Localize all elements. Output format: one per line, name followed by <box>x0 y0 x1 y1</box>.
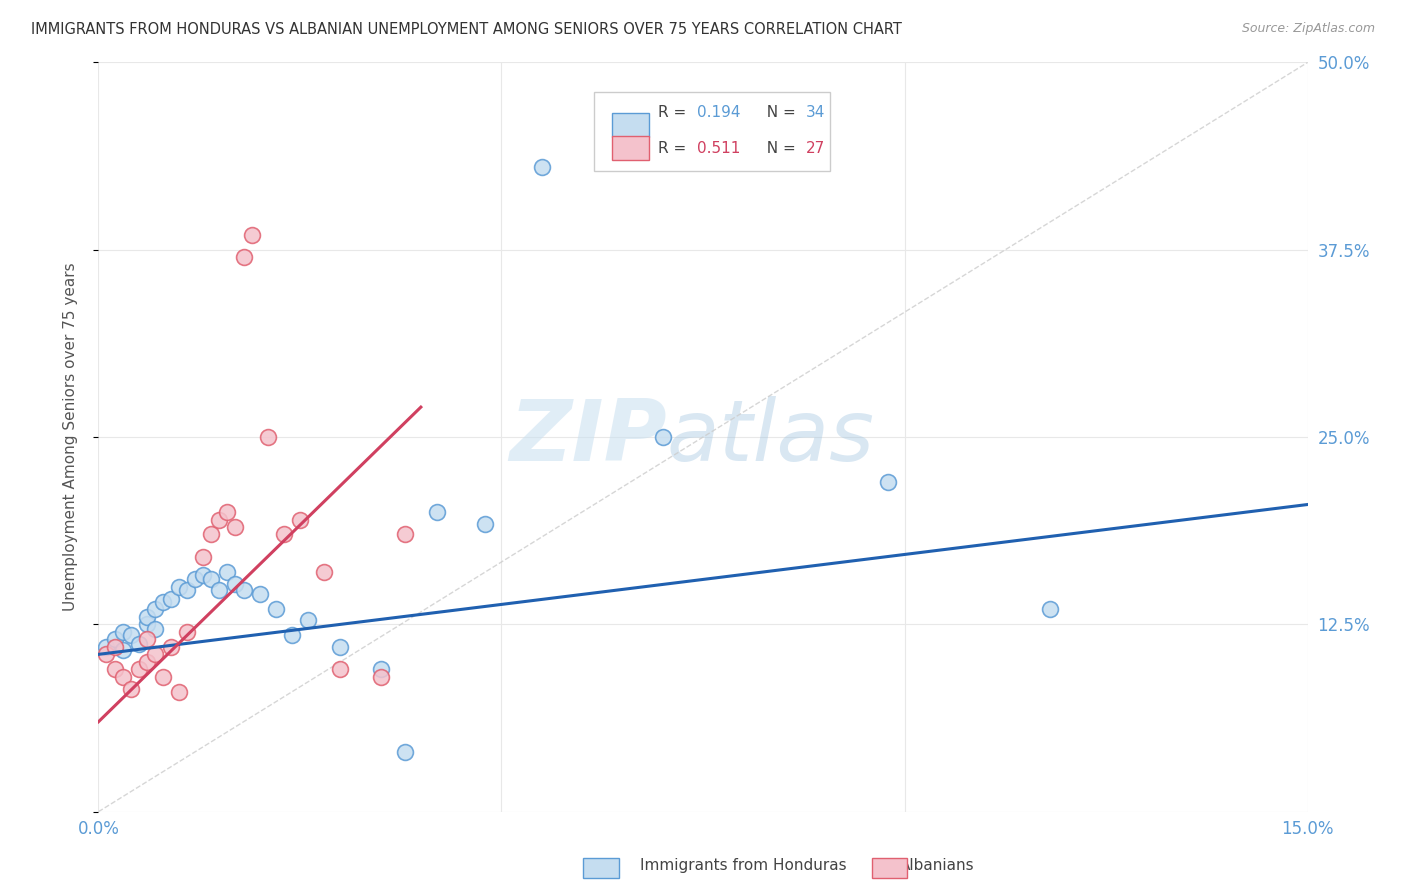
Point <box>167 580 190 594</box>
Point <box>143 602 166 616</box>
Point <box>200 527 222 541</box>
Point <box>135 610 157 624</box>
Point <box>370 670 392 684</box>
Point <box>111 643 134 657</box>
Text: 0.194: 0.194 <box>697 105 741 120</box>
Point <box>530 161 553 175</box>
Text: atlas: atlas <box>666 395 875 479</box>
Point <box>143 622 166 636</box>
Point <box>120 681 142 696</box>
FancyBboxPatch shape <box>613 136 648 160</box>
Point <box>128 662 150 676</box>
Point <box>167 685 190 699</box>
Point <box>111 670 134 684</box>
Point <box>152 670 174 684</box>
Point <box>877 475 900 489</box>
Point <box>193 549 215 564</box>
FancyBboxPatch shape <box>613 113 648 137</box>
Point <box>240 227 263 242</box>
Point <box>200 573 222 587</box>
FancyBboxPatch shape <box>595 93 830 171</box>
Point <box>176 582 198 597</box>
Point <box>128 637 150 651</box>
Point <box>297 613 319 627</box>
Point <box>264 602 287 616</box>
Text: IMMIGRANTS FROM HONDURAS VS ALBANIAN UNEMPLOYMENT AMONG SENIORS OVER 75 YEARS CO: IMMIGRANTS FROM HONDURAS VS ALBANIAN UNE… <box>31 22 901 37</box>
Point <box>1039 602 1062 616</box>
Point <box>135 632 157 647</box>
Text: N =: N = <box>758 141 801 156</box>
Text: 0.511: 0.511 <box>697 141 741 156</box>
Text: R =: R = <box>658 141 692 156</box>
Point <box>273 527 295 541</box>
Point <box>329 640 352 654</box>
Y-axis label: Unemployment Among Seniors over 75 years: Unemployment Among Seniors over 75 years <box>63 263 77 611</box>
Point <box>256 430 278 444</box>
Text: Source: ZipAtlas.com: Source: ZipAtlas.com <box>1241 22 1375 36</box>
Point <box>281 628 304 642</box>
Point <box>135 617 157 632</box>
Point <box>224 520 246 534</box>
Point <box>329 662 352 676</box>
Point <box>224 577 246 591</box>
Point <box>217 505 239 519</box>
Point <box>103 640 125 654</box>
Text: Immigrants from Honduras: Immigrants from Honduras <box>640 858 846 872</box>
Text: N =: N = <box>758 105 801 120</box>
Point <box>103 662 125 676</box>
Text: R =: R = <box>658 105 692 120</box>
Point <box>208 512 231 526</box>
Point <box>217 565 239 579</box>
Point <box>96 648 118 662</box>
Point <box>143 648 166 662</box>
Point <box>160 640 183 654</box>
Point <box>232 582 254 597</box>
Text: 27: 27 <box>806 141 825 156</box>
Point <box>208 582 231 597</box>
Text: 34: 34 <box>806 105 825 120</box>
Point <box>160 591 183 606</box>
Point <box>249 587 271 601</box>
Point <box>103 632 125 647</box>
Point <box>426 505 449 519</box>
Text: ZIP: ZIP <box>509 395 666 479</box>
Point <box>232 250 254 264</box>
Point <box>394 745 416 759</box>
Point <box>152 595 174 609</box>
Text: Albanians: Albanians <box>900 858 974 872</box>
Point <box>193 568 215 582</box>
Point <box>370 662 392 676</box>
Point <box>394 527 416 541</box>
Point <box>135 655 157 669</box>
Point <box>474 516 496 531</box>
Point <box>96 640 118 654</box>
Point <box>184 573 207 587</box>
Point <box>288 512 311 526</box>
Point <box>314 565 336 579</box>
Point <box>111 624 134 639</box>
Point <box>651 430 673 444</box>
Point <box>176 624 198 639</box>
Point <box>120 628 142 642</box>
